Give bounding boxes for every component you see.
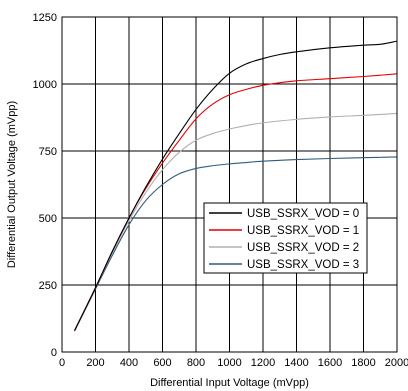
x-axis-title: Differential Input Voltage (mVpp): [150, 377, 309, 389]
series-line-vod-3: [74, 156, 398, 332]
legend-label-3: USB_SSRX_VOD = 3: [247, 259, 359, 271]
x-tick-label: 400: [120, 357, 138, 369]
x-tick-label: 200: [86, 357, 104, 369]
y-tick-label: 1250: [33, 12, 57, 24]
y-tick-label: 500: [39, 213, 57, 225]
grid-lines: [61, 16, 398, 353]
series-lines: [74, 40, 398, 332]
y-tick-label: 1000: [33, 79, 57, 91]
y-tick-label: 250: [39, 280, 57, 292]
legend-box: [203, 202, 368, 274]
x-tick-label: 1400: [284, 357, 308, 369]
y-axis-ticks: 0 250 500 750 1000 1250: [33, 12, 57, 359]
series-line-vod-2: [74, 112, 398, 331]
y-tick-label: 750: [39, 146, 57, 158]
x-axis-ticks: 0 200 400 600 800 1000 1200 1400 1600 1800 2000: [59, 357, 408, 369]
legend-label-0: USB_SSRX_VOD = 0: [247, 208, 359, 220]
x-tick-label: 800: [187, 357, 205, 369]
legend-label-1: USB_SSRX_VOD = 1: [247, 225, 359, 237]
x-tick-label: 0: [59, 357, 65, 369]
x-tick-label: 1600: [318, 357, 342, 369]
legend: USB_SSRX_VOD = 0 USB_SSRX_VOD = 1 USB_SSRX…: [203, 202, 368, 274]
x-tick-label: 1800: [351, 357, 375, 369]
y-axis-title: Differential Output Voltage (mVpp): [6, 101, 18, 268]
series-line-vod-1: [74, 73, 398, 331]
legend-label-2: USB_SSRX_VOD = 2: [247, 242, 359, 254]
x-tick-label: 600: [153, 357, 171, 369]
x-tick-label: 1200: [251, 357, 275, 369]
y-tick-label: 0: [51, 347, 57, 359]
x-tick-label: 2000: [385, 357, 408, 369]
x-tick-label: 1000: [217, 357, 241, 369]
plot-area-frame: [61, 16, 398, 353]
series-line-vod-0: [74, 40, 398, 331]
